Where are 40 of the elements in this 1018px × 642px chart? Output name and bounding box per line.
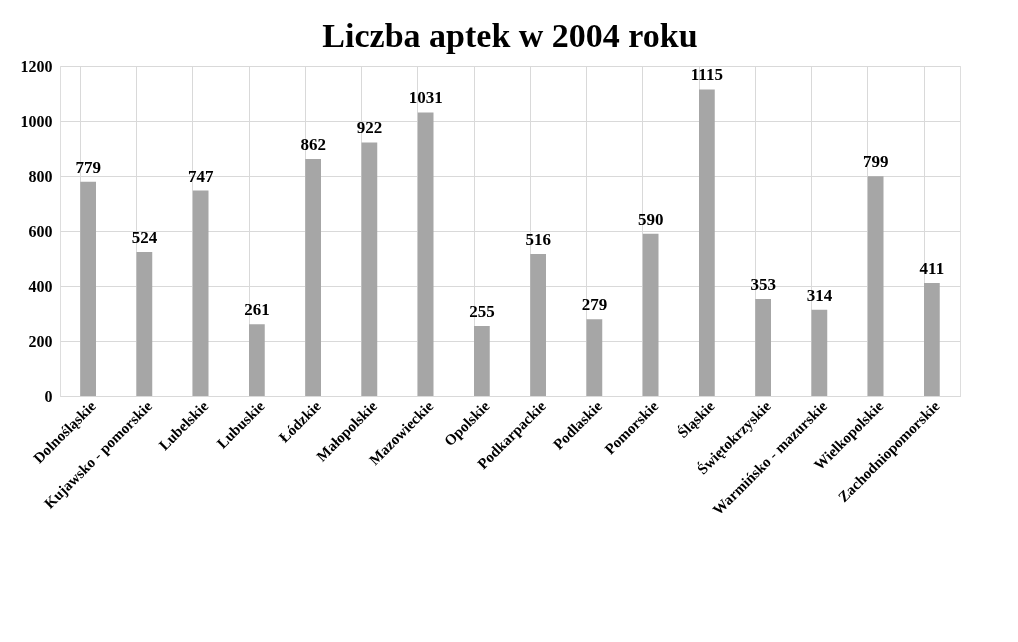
data-label: 411 (919, 258, 945, 278)
data-label: 524 (131, 227, 158, 247)
bar (811, 309, 828, 396)
data-label: 353 (750, 274, 776, 294)
y-tick-label: 400 (28, 277, 53, 295)
bar (474, 325, 490, 396)
bar (305, 158, 321, 396)
y-tick-label: 1200 (20, 57, 53, 75)
data-label: 1031 (408, 88, 443, 108)
bar (192, 190, 209, 396)
data-label: 747 (187, 166, 214, 186)
data-label: 255 (469, 301, 495, 321)
chart-title: Liczba aptek w 2004 roku (322, 17, 698, 54)
data-label: 590 (637, 209, 664, 229)
data-label: 516 (525, 230, 551, 250)
bar (867, 176, 884, 396)
y-tick-label: 0 (44, 387, 53, 405)
bar (642, 233, 659, 396)
y-tick-label: 1000 (20, 112, 53, 130)
y-tick-label: 800 (28, 167, 53, 185)
y-tick-label: 600 (28, 222, 53, 240)
bar (755, 298, 771, 396)
data-label: 1115 (690, 65, 723, 85)
data-label: 279 (581, 295, 608, 315)
data-label: 314 (806, 285, 833, 305)
bar (586, 319, 603, 396)
bar (699, 89, 715, 396)
data-label: 799 (862, 152, 889, 172)
data-label: 261 (244, 300, 270, 320)
bar (417, 112, 434, 396)
y-tick-label: 200 (28, 332, 53, 350)
bar (361, 142, 378, 396)
bar (924, 282, 940, 396)
data-label: 862 (300, 134, 326, 154)
data-label: 779 (75, 157, 101, 177)
bar (80, 181, 96, 396)
bar (530, 254, 546, 396)
data-label: 922 (356, 118, 383, 138)
bar (136, 251, 153, 396)
bar (249, 324, 265, 396)
